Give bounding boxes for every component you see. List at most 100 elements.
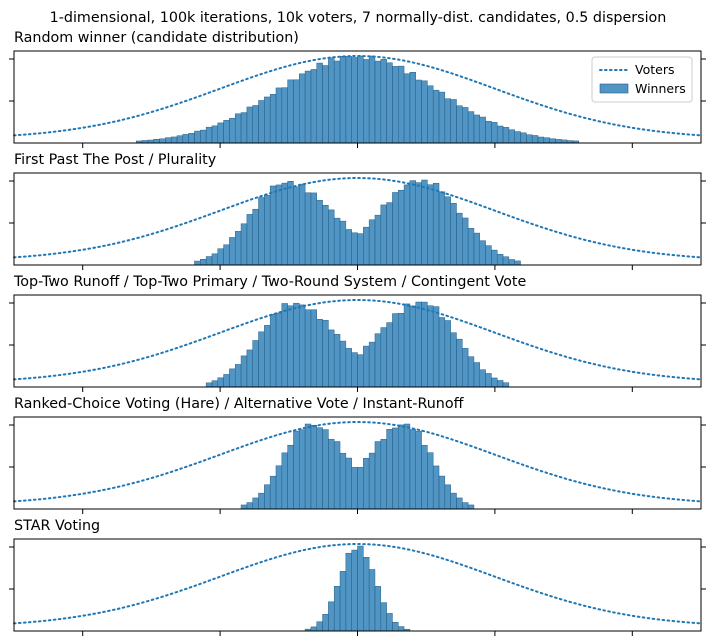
histogram-bar bbox=[409, 429, 416, 510]
histogram-bar bbox=[246, 349, 253, 388]
histogram-bar bbox=[363, 59, 370, 144]
legend-winners-swatch bbox=[599, 83, 629, 94]
histogram-bar bbox=[316, 200, 323, 266]
histogram-bar bbox=[322, 429, 329, 510]
histogram-bar bbox=[374, 441, 382, 510]
histogram-bar bbox=[217, 248, 224, 266]
histogram-bar bbox=[351, 352, 358, 388]
histogram-bar bbox=[281, 303, 288, 388]
histogram-bar bbox=[229, 117, 236, 144]
legend: Voters Winners bbox=[591, 56, 693, 103]
panel-title: STAR Voting bbox=[14, 518, 100, 534]
histogram-bar bbox=[165, 137, 172, 144]
histogram-bar bbox=[502, 382, 510, 388]
histogram-bar bbox=[392, 313, 399, 388]
histogram-bar bbox=[386, 62, 393, 144]
histogram-bar bbox=[293, 186, 300, 266]
histogram-bar bbox=[223, 120, 230, 144]
histogram-bar bbox=[467, 111, 475, 144]
histogram-bar bbox=[304, 309, 312, 388]
histogram-bar bbox=[398, 424, 405, 510]
histogram-bar bbox=[403, 73, 411, 144]
legend-winners-label: Winners bbox=[635, 81, 686, 96]
histogram-bar bbox=[275, 312, 283, 388]
histogram-bar bbox=[444, 320, 451, 388]
histogram-bar bbox=[339, 56, 347, 144]
histogram-bar bbox=[368, 341, 376, 388]
histogram-bar bbox=[159, 138, 166, 144]
histogram-bar bbox=[374, 586, 382, 632]
histogram-bar bbox=[415, 79, 422, 144]
histogram-bar bbox=[432, 89, 440, 144]
histogram-bar bbox=[450, 99, 457, 144]
histogram-bar bbox=[281, 452, 288, 510]
histogram-bar bbox=[514, 131, 521, 144]
histogram-bar bbox=[450, 202, 457, 266]
histogram-bar bbox=[205, 382, 213, 388]
histogram-bar bbox=[328, 329, 335, 388]
histogram-bar bbox=[415, 182, 422, 266]
histogram-bar bbox=[322, 320, 329, 388]
histogram-bar bbox=[537, 136, 545, 144]
histogram-bar bbox=[357, 55, 364, 144]
histogram-bar bbox=[479, 240, 486, 266]
histogram-bar bbox=[246, 214, 253, 266]
histogram-bar bbox=[252, 105, 259, 144]
histogram-bar bbox=[345, 348, 352, 388]
voters-curve bbox=[13, 542, 702, 625]
histogram-bar bbox=[432, 182, 440, 266]
histogram-bar bbox=[427, 452, 434, 510]
histogram-bar bbox=[217, 122, 224, 144]
histogram-bar bbox=[339, 571, 347, 632]
histogram-bar bbox=[194, 130, 201, 144]
histogram-bar bbox=[269, 475, 277, 510]
histogram-bar bbox=[304, 192, 312, 266]
histogram-bar bbox=[398, 626, 405, 632]
histogram-bar bbox=[258, 331, 265, 388]
histogram-bar bbox=[229, 237, 236, 266]
histogram-bar bbox=[252, 340, 259, 388]
histogram-bar bbox=[415, 301, 422, 388]
histogram-bar bbox=[258, 197, 265, 266]
winners-histogram bbox=[136, 55, 579, 144]
histogram-bar bbox=[351, 549, 358, 632]
histogram-bar bbox=[491, 122, 498, 144]
histogram-bar bbox=[333, 586, 341, 632]
histogram-bar bbox=[310, 192, 317, 266]
panel-3: Top-Two Runoff / Top-Two Primary / Two-R… bbox=[9, 274, 706, 392]
histogram-bar bbox=[514, 260, 521, 266]
histogram-bar bbox=[223, 374, 230, 388]
histogram-bar bbox=[409, 180, 416, 266]
histogram-bar bbox=[462, 217, 469, 266]
histogram-bar bbox=[479, 369, 486, 388]
histogram-bar bbox=[392, 66, 399, 144]
histogram-bar bbox=[211, 380, 219, 388]
histogram-bar bbox=[427, 305, 434, 388]
histogram-bar bbox=[316, 427, 323, 510]
histogram-bar bbox=[398, 189, 405, 266]
histogram-bar bbox=[345, 457, 352, 510]
histogram-bar bbox=[205, 126, 213, 144]
histogram-bar bbox=[491, 249, 498, 266]
histogram-bar bbox=[456, 105, 463, 144]
histogram-bar bbox=[380, 439, 387, 510]
histogram-bar bbox=[275, 184, 283, 266]
histogram-bar bbox=[368, 569, 376, 632]
histogram-bar bbox=[485, 120, 492, 144]
histogram-bar bbox=[194, 260, 201, 266]
winners-histogram bbox=[194, 179, 521, 266]
histogram-bar bbox=[462, 348, 469, 388]
histogram-bar bbox=[520, 132, 527, 144]
histogram-bar bbox=[275, 87, 283, 144]
histogram-bar bbox=[264, 96, 271, 144]
histogram-bar bbox=[153, 139, 160, 144]
histogram-bar bbox=[438, 317, 446, 388]
histogram-bar bbox=[345, 56, 352, 144]
histogram-bar bbox=[333, 441, 341, 510]
histogram-bar bbox=[357, 354, 364, 388]
histogram-bar bbox=[188, 133, 195, 144]
histogram-bar bbox=[386, 322, 393, 388]
histogram-bar bbox=[473, 362, 481, 388]
histogram-bar bbox=[450, 492, 457, 510]
